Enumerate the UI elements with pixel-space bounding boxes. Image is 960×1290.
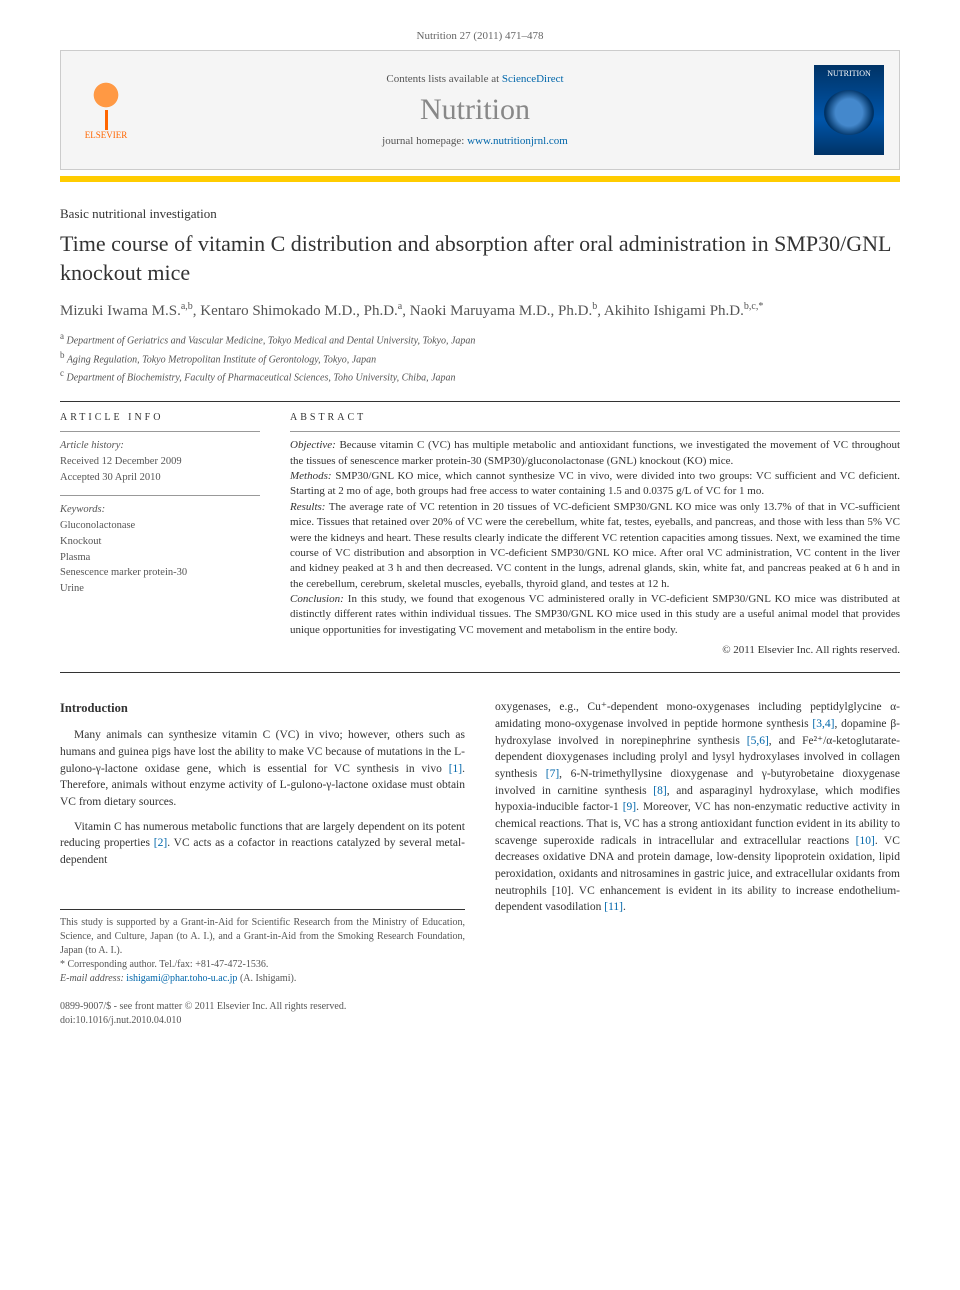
email-who: (A. Ishigami). [240, 973, 296, 984]
keywords-label: Keywords: [60, 502, 260, 518]
affiliation: b Aging Regulation, Tokyo Metropolitan I… [60, 349, 900, 367]
conclusion-text: In this study, we found that exogenous V… [290, 593, 900, 636]
divider [60, 672, 900, 673]
footer: 0899-9007/$ - see front matter © 2011 El… [60, 1000, 900, 1028]
journal-header-box: ELSEVIER Contents lists available at Sci… [60, 50, 900, 170]
corresponding-author: * Corresponding author. Tel./fax: +81-47… [60, 958, 465, 972]
doi-line: doi:10.1016/j.nut.2010.04.010 [60, 1014, 900, 1028]
publisher-name: ELSEVIER [85, 130, 128, 140]
body-columns: Introduction Many animals can synthesize… [60, 699, 900, 986]
abstract-heading: ABSTRACT [290, 412, 900, 423]
email-label: E-mail address: [60, 973, 124, 984]
keyword: Gluconolactonase [60, 518, 260, 534]
journal-name: Nutrition [136, 93, 814, 127]
journal-cover-thumb[interactable]: NUTRITION [814, 65, 884, 155]
intro-p1-pre: Many animals can synthesize vitamin C (V… [60, 729, 465, 774]
results-label: Results: [290, 501, 325, 513]
journal-center: Contents lists available at ScienceDirec… [136, 73, 814, 147]
keyword: Senescence marker protein-30 [60, 565, 260, 581]
funding-note: This study is supported by a Grant-in-Ai… [60, 916, 465, 958]
accepted-date: Accepted 30 April 2010 [60, 470, 260, 486]
ref-link[interactable]: [7] [546, 768, 559, 780]
received-date: Received 12 December 2009 [60, 454, 260, 470]
abstract-column: ABSTRACT Objective: Because vitamin C (V… [290, 412, 900, 656]
keyword: Plasma [60, 550, 260, 566]
keyword: Urine [60, 581, 260, 597]
footnotes: This study is supported by a Grant-in-Ai… [60, 909, 465, 986]
issn-line: 0899-9007/$ - see front matter © 2011 El… [60, 1000, 900, 1014]
page: Nutrition 27 (2011) 471–478 ELSEVIER Con… [0, 0, 960, 1058]
ref-link[interactable]: [2] [154, 837, 167, 849]
abstract-text: Objective: Because vitamin C (VC) has mu… [290, 438, 900, 638]
methods-text: SMP30/GNL KO mice, which cannot synthesi… [290, 470, 900, 497]
results-text: The average rate of VC retention in 20 t… [290, 501, 900, 590]
email-link[interactable]: ishigami@phar.toho-u.ac.jp [126, 973, 237, 984]
article-info-column: ARTICLE INFO Article history: Received 1… [60, 412, 260, 656]
header-citation: Nutrition 27 (2011) 471–478 [60, 30, 900, 42]
ref-link[interactable]: [10] [856, 835, 875, 847]
article-title: Time course of vitamin C distribution an… [60, 230, 900, 287]
history-label: Article history: [60, 438, 260, 454]
section-label: Basic nutritional investigation [60, 206, 900, 222]
ref-link[interactable]: [1] [449, 763, 462, 775]
info-divider [60, 495, 260, 496]
objective-label: Objective: [290, 439, 336, 451]
contents-text: Contents lists available at [386, 73, 501, 85]
intro-p2: Vitamin C has numerous metabolic functio… [60, 819, 465, 869]
elsevier-tree-icon [86, 80, 126, 130]
homepage-line: journal homepage: www.nutritionjrnl.com [136, 135, 814, 147]
affiliation: a Department of Geriatrics and Vascular … [60, 330, 900, 348]
divider [60, 401, 900, 402]
ref-link[interactable]: [5,6] [747, 735, 769, 747]
ref-link[interactable]: [3,4] [812, 718, 834, 730]
intro-col2: oxygenases, e.g., Cu⁺-dependent mono-oxy… [495, 699, 900, 916]
affiliations: a Department of Geriatrics and Vascular … [60, 330, 900, 385]
ref-link[interactable]: [9] [623, 801, 636, 813]
keywords-block: Keywords: GluconolactonaseKnockoutPlasma… [60, 502, 260, 597]
sciencedirect-link[interactable]: ScienceDirect [502, 73, 564, 85]
info-abstract-row: ARTICLE INFO Article history: Received 1… [60, 412, 900, 656]
keyword: Knockout [60, 534, 260, 550]
body-column-right: oxygenases, e.g., Cu⁺-dependent mono-oxy… [495, 699, 900, 986]
affiliation: c Department of Biochemistry, Faculty of… [60, 367, 900, 385]
info-divider [60, 431, 260, 432]
intro-heading: Introduction [60, 699, 465, 717]
objective-text: Because vitamin C (VC) has multiple meta… [290, 439, 900, 466]
methods-label: Methods: [290, 470, 332, 482]
keywords-list: GluconolactonaseKnockoutPlasmaSenescence… [60, 518, 260, 597]
elsevier-logo[interactable]: ELSEVIER [76, 75, 136, 145]
article-history: Article history: Received 12 December 20… [60, 438, 260, 485]
body-column-left: Introduction Many animals can synthesize… [60, 699, 465, 986]
ref-link[interactable]: [11] [604, 901, 623, 913]
copyright: © 2011 Elsevier Inc. All rights reserved… [290, 644, 900, 656]
intro-p1: Many animals can synthesize vitamin C (V… [60, 727, 465, 810]
cover-label: NUTRITION [827, 69, 871, 78]
conclusion-label: Conclusion: [290, 593, 344, 605]
contents-line: Contents lists available at ScienceDirec… [136, 73, 814, 85]
homepage-text: journal homepage: [382, 135, 467, 147]
article-info-heading: ARTICLE INFO [60, 412, 260, 423]
homepage-link[interactable]: www.nutritionjrnl.com [467, 135, 568, 147]
abstract-divider [290, 431, 900, 432]
ref-link[interactable]: [8] [653, 785, 666, 797]
authors: Mizuki Iwama M.S.a,b, Kentaro Shimokado … [60, 301, 900, 320]
email-line: E-mail address: ishigami@phar.toho-u.ac.… [60, 972, 465, 986]
color-bar [60, 176, 900, 182]
